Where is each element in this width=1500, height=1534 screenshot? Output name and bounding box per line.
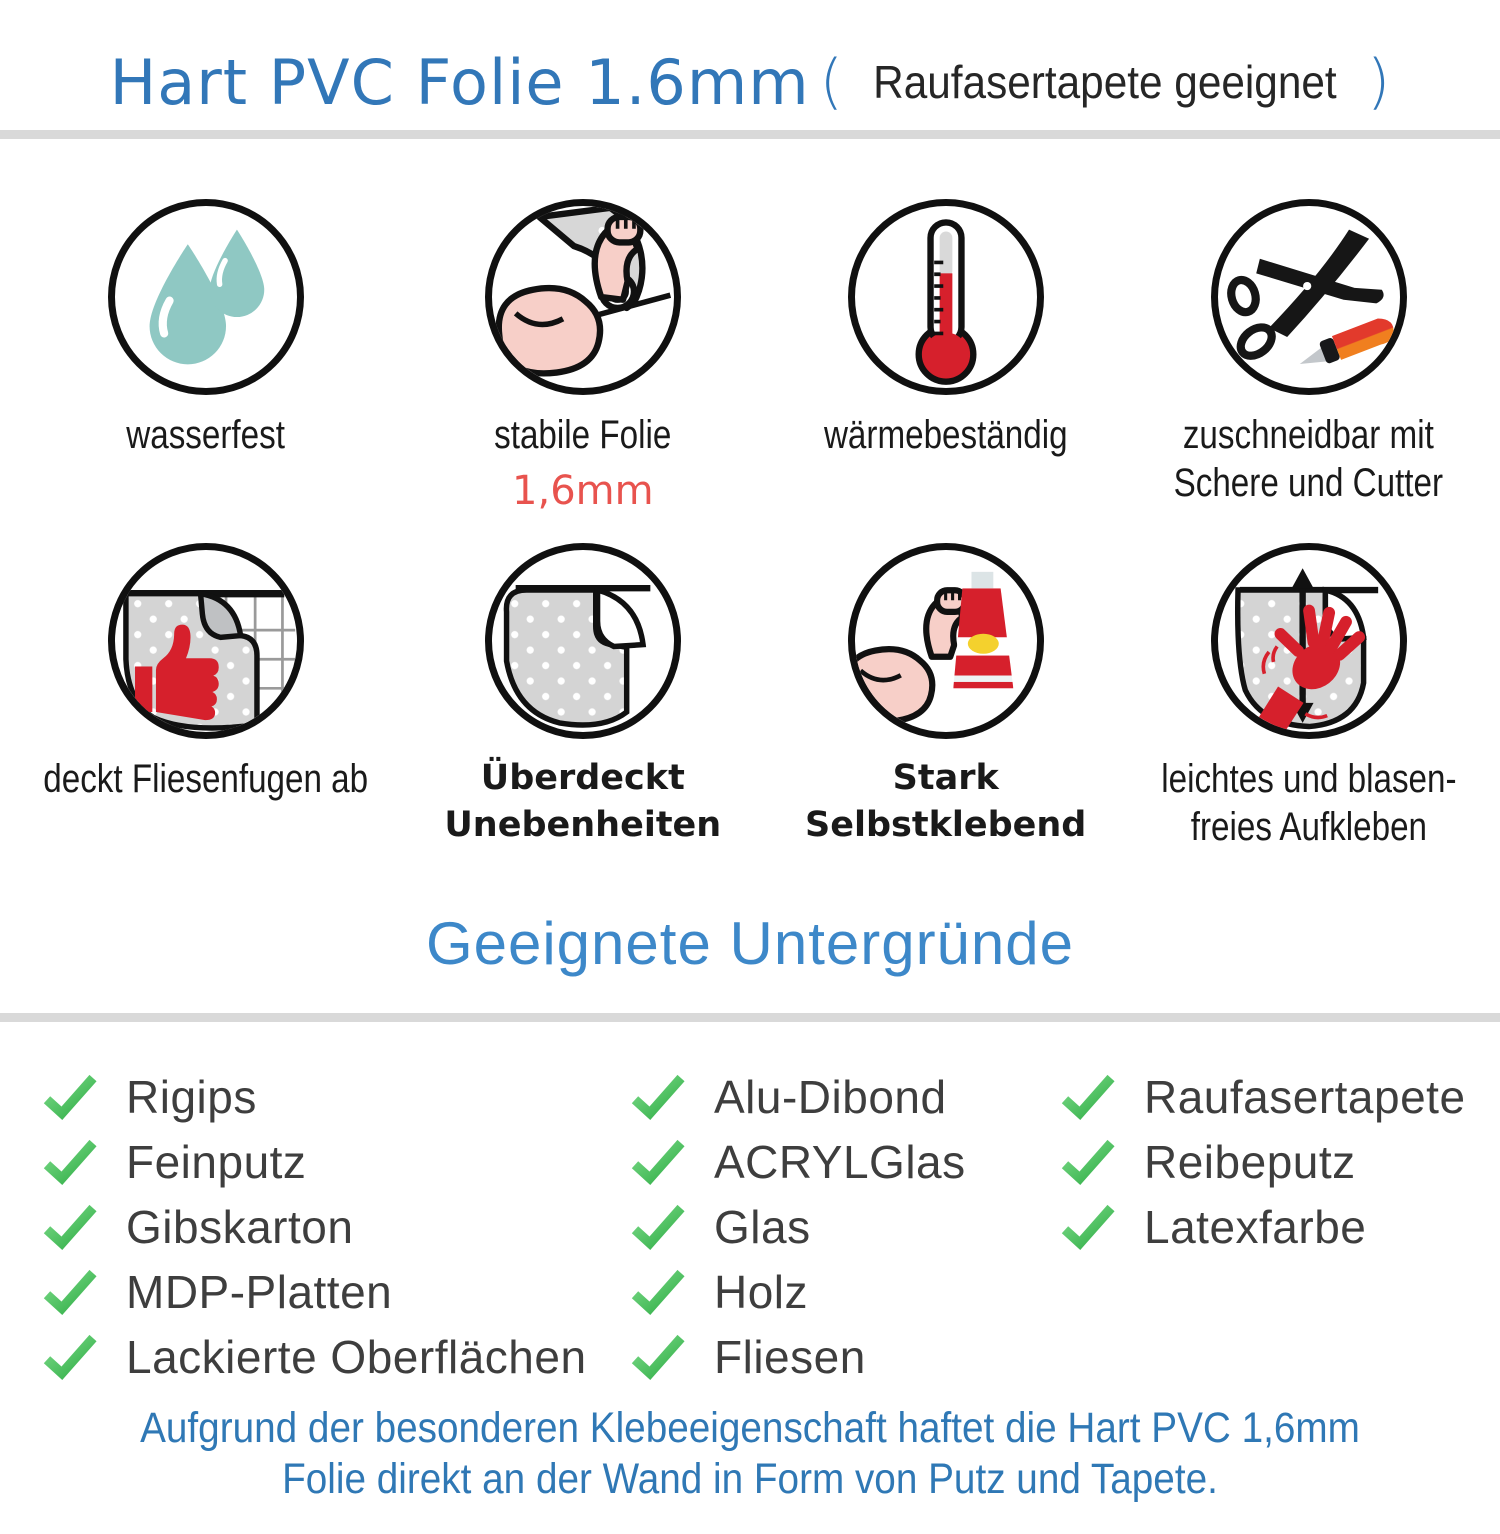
list-item: Reibeputz [1060, 1129, 1500, 1194]
list-item: Lackierte Oberflächen [42, 1324, 630, 1389]
scissors-cutter-icon [1210, 199, 1407, 395]
foil-peel-icon [484, 543, 681, 739]
list-item: ACRYLGlas [630, 1129, 1060, 1194]
checkmark-icon [1061, 1204, 1115, 1250]
list-item: MDP-Platten [42, 1259, 630, 1324]
feature-card-wasserfest: wasserfest [10, 199, 401, 543]
feature-card-zuschneidbar: zuschneidbar mit Schere und Cutter [1127, 199, 1490, 543]
feature-label: wasserfest [126, 413, 286, 457]
footer-note: Aufgrund der besonderen Klebeeigenschaft… [0, 1403, 1500, 1504]
checkmark-icon [43, 1334, 97, 1380]
list-item: Glas [630, 1194, 1060, 1259]
checkmark-icon [43, 1269, 97, 1315]
checkmark-icon [631, 1334, 685, 1380]
list-item: Gibskarton [42, 1194, 630, 1259]
section-divider [0, 1013, 1500, 1022]
list-item: Holz [630, 1259, 1060, 1324]
foil-roll-muscle-icon [484, 199, 681, 395]
checklist-column-2: Alu-Dibond ACRYLGlas Glas Holz Fliesen [630, 1064, 1060, 1389]
water-drops-icon [107, 199, 304, 395]
section-title-untergruende: Geeignete Untergründe [425, 910, 1075, 977]
top-divider [0, 130, 1500, 139]
list-item: Fliesen [630, 1324, 1060, 1389]
checkmark-icon [1061, 1139, 1115, 1185]
subtitle-text: Raufasertapete geeignet [873, 56, 1337, 108]
checklist-column-3: Raufasertapete Reibeputz Latexfarbe [1060, 1064, 1500, 1389]
thermometer-icon [847, 199, 1044, 395]
feature-label: leichtes und blasen- freies Aufkleben [1160, 757, 1457, 849]
checkmark-icon [43, 1139, 97, 1185]
feature-label: stabile Folie 1,6mm [476, 411, 689, 515]
checkmark-icon [631, 1269, 685, 1315]
feature-card-waermebestaendig: wärmebeständig [764, 199, 1127, 543]
list-item: Alu-Dibond [630, 1064, 1060, 1129]
footer-line-2: Folie direkt an der Wand in Form von Put… [282, 1454, 1218, 1503]
list-item: Feinputz [42, 1129, 630, 1194]
checkmark-icon [1061, 1074, 1115, 1120]
page-title: Hart PVC Folie 1.6mm ( Raufasertapete ge… [0, 34, 1500, 130]
hand-foil-arrow-icon [1210, 543, 1407, 739]
substrate-checklist: Rigips Feinputz Gibskarton MDP-Platten L… [0, 1064, 1500, 1389]
list-item: Raufasertapete [1060, 1064, 1500, 1129]
feature-label: Stark Selbstklebend [805, 758, 1087, 846]
checkmark-icon [43, 1204, 97, 1250]
feature-card-ueberdeckt: Überdeckt Unebenheiten [401, 543, 764, 851]
tile-thumb-up-icon [107, 543, 304, 739]
feature-grid: wasserfest sta [0, 199, 1500, 851]
feature-card-aufkleben: leichtes und blasen- freies Aufkleben [1127, 543, 1490, 851]
list-item: Latexfarbe [1060, 1194, 1500, 1259]
feature-label: deckt Fliesenfugen ab [43, 757, 369, 801]
list-item: Rigips [42, 1064, 630, 1129]
feature-card-selbstklebend: Stark Selbstklebend [764, 543, 1127, 851]
checkmark-icon [43, 1074, 97, 1120]
paren-open: ( [819, 47, 844, 117]
footer-line-1: Aufgrund der besonderen Klebeeigenschaft… [140, 1404, 1360, 1452]
checkmark-icon [631, 1074, 685, 1120]
feature-label: wärmebeständig [823, 413, 1068, 457]
paren-close: ) [1366, 47, 1391, 117]
thickness-value: 1,6mm [512, 468, 654, 514]
feature-card-stabile-folie: stabile Folie 1,6mm [401, 199, 764, 543]
checklist-column-1: Rigips Feinputz Gibskarton MDP-Platten L… [42, 1064, 630, 1389]
feature-label: Überdeckt Unebenheiten [444, 758, 722, 846]
title-text: Hart PVC Folie 1.6mm [109, 45, 810, 119]
checkmark-icon [631, 1139, 685, 1185]
feature-label: zuschneidbar mit Schere und Cutter [1173, 413, 1444, 505]
feature-card-fliesenfugen: deckt Fliesenfugen ab [10, 543, 401, 851]
muscle-glue-tube-icon [847, 543, 1044, 739]
checkmark-icon [631, 1204, 685, 1250]
